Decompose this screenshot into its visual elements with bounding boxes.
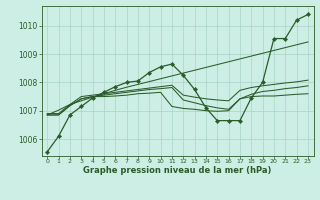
- X-axis label: Graphe pression niveau de la mer (hPa): Graphe pression niveau de la mer (hPa): [84, 166, 272, 175]
